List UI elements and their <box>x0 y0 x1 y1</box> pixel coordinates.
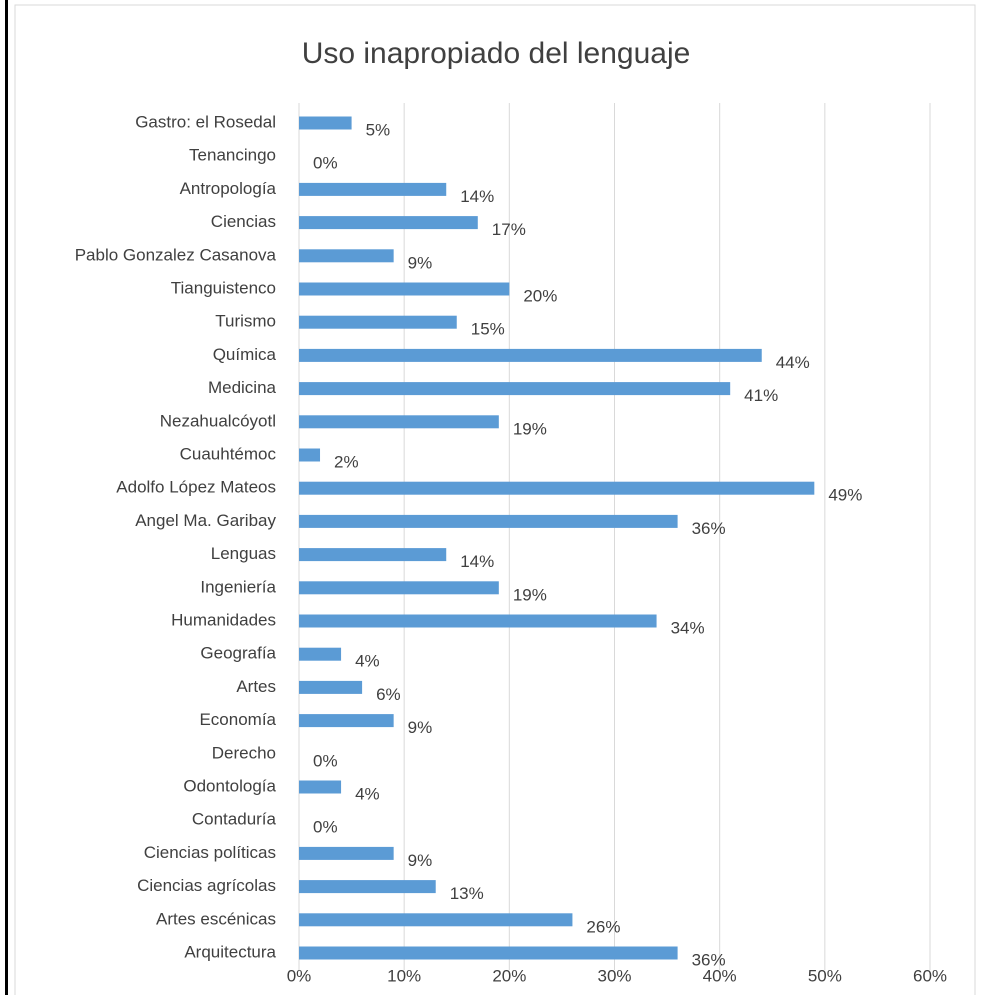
x-tick-label: 30% <box>597 966 631 985</box>
data-label: 4% <box>355 784 380 803</box>
bar <box>299 548 447 562</box>
y-tick-label: Arquitectura <box>184 942 276 961</box>
data-label: 0% <box>313 818 338 837</box>
y-tick-label: Nezahualcóyotl <box>160 411 276 430</box>
bar <box>299 780 342 794</box>
data-label: 4% <box>355 652 380 671</box>
y-tick-label: Ciencias agrícolas <box>137 876 276 895</box>
bar <box>299 282 510 296</box>
bar <box>299 714 394 728</box>
bar <box>299 448 321 462</box>
y-tick-label: Artes escénicas <box>156 909 276 928</box>
y-tick-label: Química <box>213 345 277 364</box>
data-label: 17% <box>492 220 526 239</box>
data-label: 9% <box>408 718 433 737</box>
data-label: 36% <box>692 950 726 969</box>
y-tick-label: Economía <box>199 710 276 729</box>
bar <box>299 249 394 263</box>
data-label: 6% <box>376 685 401 704</box>
y-tick-label: Contaduría <box>192 810 277 829</box>
data-label: 41% <box>744 386 778 405</box>
x-tick-label: 60% <box>913 966 947 985</box>
y-tick-label: Ciencias políticas <box>144 843 276 862</box>
x-tick-label: 20% <box>492 966 526 985</box>
bar <box>299 382 731 396</box>
y-tick-label: Odontología <box>183 776 276 795</box>
data-label: 9% <box>408 253 433 272</box>
data-label: 44% <box>776 353 810 372</box>
data-label: 0% <box>313 154 338 173</box>
data-label: 19% <box>513 419 547 438</box>
data-label: 14% <box>460 187 494 206</box>
y-tick-label: Turismo <box>215 312 276 331</box>
bar <box>299 216 478 230</box>
bar <box>299 514 678 528</box>
y-tick-label: Artes <box>236 677 276 696</box>
bar <box>299 415 499 429</box>
chart-frame <box>14 4 976 995</box>
chart-title: Uso inapropiado del lenguaje <box>302 37 691 70</box>
bar <box>299 182 447 196</box>
data-label: 15% <box>471 320 505 339</box>
bar <box>299 880 436 894</box>
y-tick-label: Medicina <box>208 378 277 397</box>
data-label: 36% <box>692 519 726 538</box>
bar <box>299 846 394 860</box>
y-tick-label: Gastro: el Rosedal <box>135 112 276 131</box>
data-label: 19% <box>513 585 547 604</box>
page-border <box>5 0 8 995</box>
y-tick-label: Tenancingo <box>189 146 276 165</box>
bar <box>299 946 678 960</box>
y-tick-label: Tianguistenco <box>171 278 276 297</box>
y-tick-label: Geografía <box>200 644 276 663</box>
bar <box>299 116 352 130</box>
y-tick-label: Ingeniería <box>200 577 276 596</box>
bar <box>299 614 657 628</box>
y-tick-label: Humanidades <box>171 610 276 629</box>
data-label: 2% <box>334 452 359 471</box>
y-tick-label: Adolfo López Mateos <box>116 478 276 497</box>
y-tick-label: Antropología <box>180 179 277 198</box>
data-label: 34% <box>671 618 705 637</box>
data-label: 49% <box>828 486 862 505</box>
x-tick-label: 10% <box>387 966 421 985</box>
bar <box>299 481 815 495</box>
y-tick-label: Cuauhtémoc <box>180 444 277 463</box>
data-label: 20% <box>523 286 557 305</box>
bar <box>299 647 342 661</box>
y-tick-label: Lenguas <box>211 544 276 563</box>
y-tick-label: Pablo Gonzalez Casanova <box>75 245 277 264</box>
bar <box>299 348 762 362</box>
data-label: 9% <box>408 851 433 870</box>
data-label: 5% <box>366 120 391 139</box>
data-label: 13% <box>450 884 484 903</box>
bar <box>299 913 573 927</box>
data-label: 0% <box>313 751 338 770</box>
y-tick-label: Derecho <box>212 743 276 762</box>
bar <box>299 581 499 595</box>
y-tick-label: Angel Ma. Garibay <box>135 511 276 530</box>
y-tick-label: Ciencias <box>211 212 276 231</box>
data-label: 14% <box>460 552 494 571</box>
x-tick-label: 0% <box>287 966 312 985</box>
x-tick-label: 50% <box>808 966 842 985</box>
x-tick-label: 40% <box>703 966 737 985</box>
bar <box>299 680 363 694</box>
data-label: 26% <box>586 917 620 936</box>
bar <box>299 315 457 329</box>
